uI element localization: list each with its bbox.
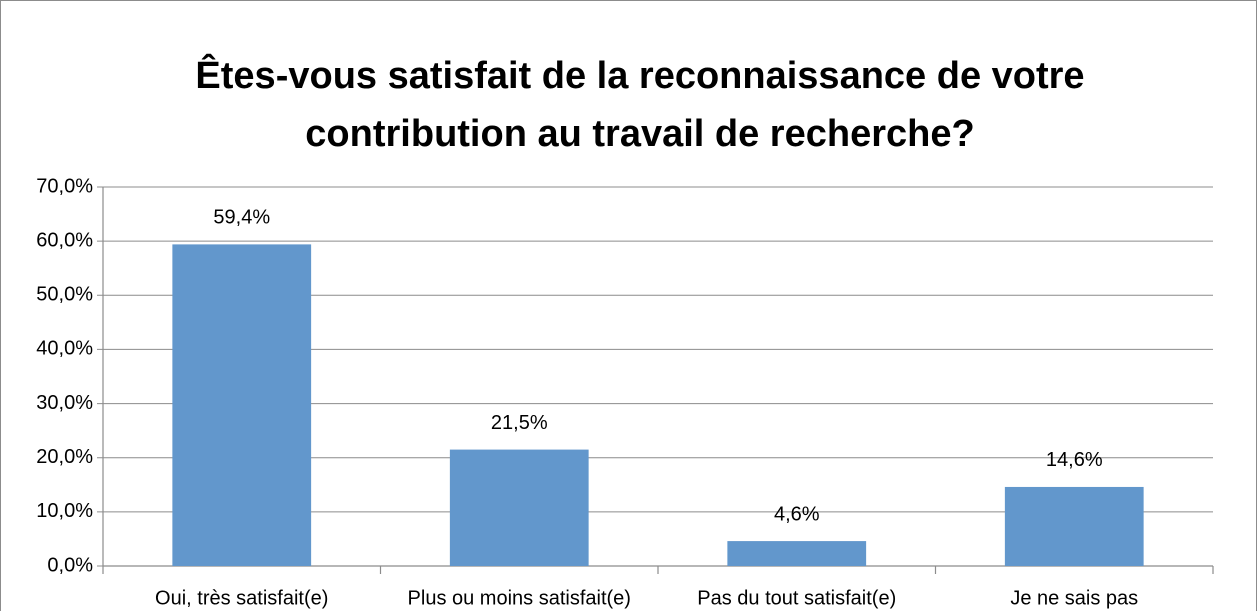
bar	[449, 449, 589, 566]
y-tick-label: 0,0%	[47, 554, 93, 576]
x-tick-label: Oui, très satisfait(e)	[155, 587, 328, 609]
bar	[1004, 486, 1144, 566]
y-tick-label: 30,0%	[36, 392, 93, 414]
data-label: 4,6%	[774, 503, 820, 525]
bar	[727, 541, 867, 566]
data-label: 14,6%	[1046, 449, 1103, 471]
y-tick-label: 70,0%	[36, 175, 93, 197]
y-tick-label: 20,0%	[36, 446, 93, 468]
chart-title: Êtes-vous satisfait de la reconnaissance…	[195, 53, 1084, 97]
y-tick-label: 60,0%	[36, 229, 93, 251]
data-label: 59,4%	[213, 207, 270, 229]
x-tick-label: Pas du tout satisfait(e)	[697, 587, 896, 609]
chart-title: contribution au travail de recherche?	[305, 113, 974, 155]
data-label: 21,5%	[491, 412, 548, 434]
y-tick-label: 40,0%	[36, 338, 93, 360]
x-tick-label: Je ne sais pas	[1010, 587, 1138, 609]
bar	[172, 244, 312, 567]
y-tick-label: 50,0%	[36, 284, 93, 306]
y-tick-label: 10,0%	[36, 500, 93, 522]
x-tick-label: Plus ou moins satisfait(e)	[408, 587, 631, 609]
